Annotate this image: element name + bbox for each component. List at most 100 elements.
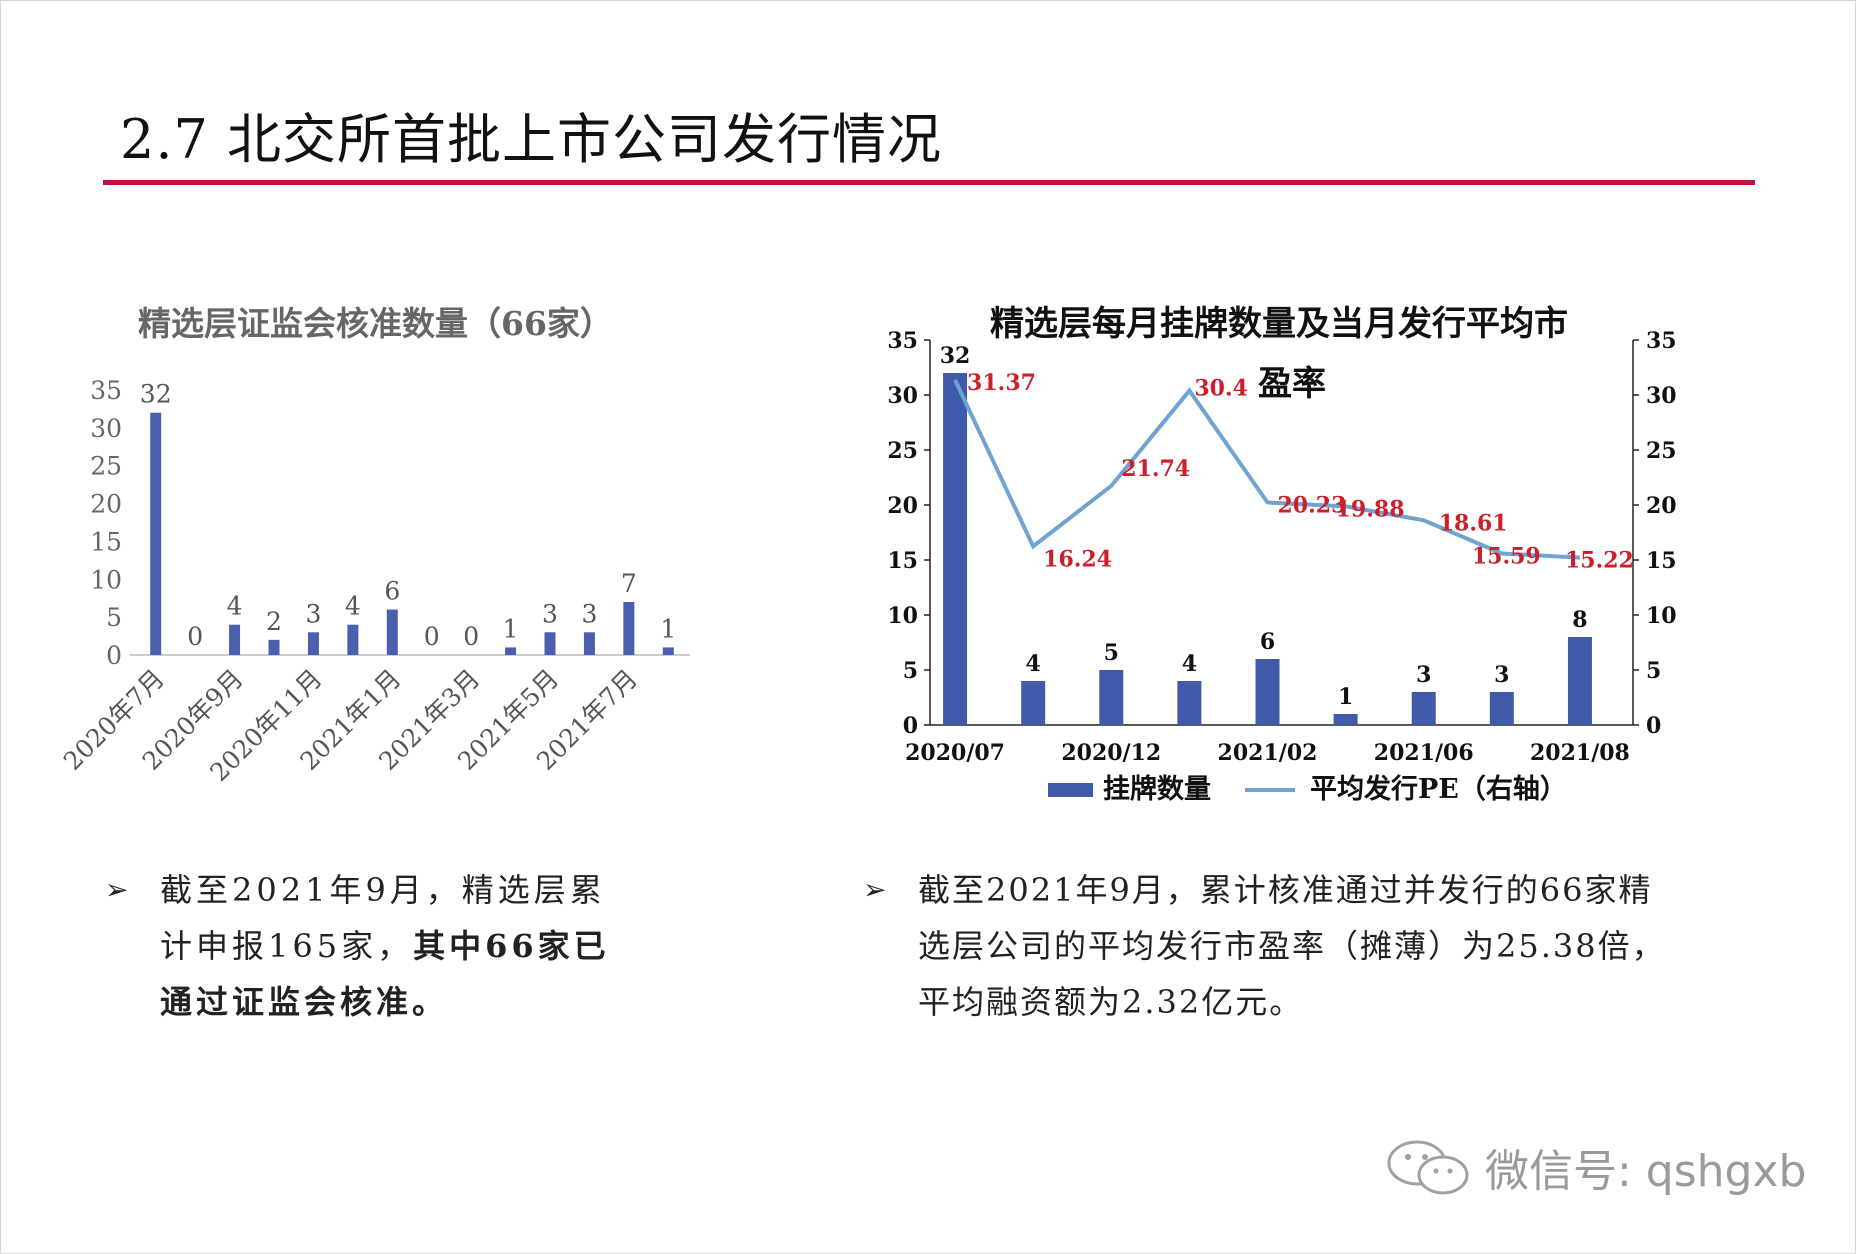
right-bar: [1567, 637, 1592, 725]
bullet-left-line2-plain: 计申报165家，: [160, 927, 414, 965]
left-bar-label: 3: [305, 599, 321, 628]
right-bar: [943, 373, 968, 725]
wechat-icon: [1387, 1140, 1469, 1195]
right-ytick-label-right: 0: [1646, 713, 1661, 739]
bullet-right: ➢ 截至2021年9月，累计核准通过并发行的66家精 选层公司的平均发行市盈率（…: [863, 862, 1733, 1042]
left-ytick-label: 5: [106, 603, 122, 632]
pe-value-label: 16.24: [1043, 546, 1112, 572]
right-bar-label: 1: [1338, 684, 1353, 710]
right-bar-label: 5: [1104, 640, 1119, 666]
bullet-left-line2-bold: 其中66家已: [413, 927, 610, 965]
left-bar-label: 0: [187, 622, 203, 651]
legend-bar-label: 挂牌数量: [1103, 774, 1211, 805]
left-bar: [347, 624, 359, 655]
wechat-watermark: 微信号: qshgxb: [1385, 1135, 1806, 1199]
right-combo-chart: 32 4 5 4 6 1 3 3 8 31.37 16.24 21.74 30.4 20.23 19.88…: [880, 280, 1700, 824]
pe-value-label: 15.59: [1472, 544, 1541, 570]
left-bar: [623, 602, 635, 655]
right-bar-label: 3: [1494, 662, 1509, 688]
right-xtick-label: 2020/12: [1061, 740, 1161, 766]
left-bar-label: 32: [140, 380, 172, 409]
left-ytick-label: 35: [90, 376, 122, 405]
left-bar-label: 4: [227, 592, 243, 621]
left-bar: [662, 647, 674, 655]
left-bar: [386, 609, 398, 655]
left-bar-label: 0: [463, 622, 479, 651]
right-ytick-label-right: 10: [1646, 603, 1677, 629]
pe-value-label: 15.22: [1565, 548, 1634, 574]
right-bar: [1411, 692, 1436, 725]
right-xtick-label: 2020/07: [905, 740, 1005, 766]
left-bar: [268, 639, 280, 655]
right-ytick-label-left: 0: [903, 713, 918, 739]
left-bar: [307, 632, 319, 655]
pe-value-label: 20.23: [1278, 492, 1347, 518]
right-bar-label: 3: [1416, 662, 1431, 688]
right-bar: [1255, 659, 1280, 725]
right-xtick-label: 2021/02: [1218, 740, 1318, 766]
right-ytick-label-left: 5: [903, 658, 918, 684]
bullet-right-line1: 截至2021年9月，累计核准通过并发行的66家精: [918, 871, 1653, 909]
right-ytick-label-right: 15: [1646, 548, 1677, 574]
bullet-left: ➢ 截至2021年9月，精选层累 计申报165家，其中66家已 通过证监会核准。: [105, 862, 665, 1042]
right-bar: [1333, 714, 1358, 725]
pe-line: [953, 379, 1581, 560]
pe-value-label: 21.74: [1121, 456, 1190, 482]
left-bar-label: 3: [542, 599, 558, 628]
left-ytick-label: 25: [90, 452, 122, 481]
pe-value-label: 30.4: [1194, 376, 1248, 402]
right-bar: [1177, 681, 1202, 725]
right-ytick-label-left: 25: [887, 438, 918, 464]
bullet-right-line3: 平均融资额为2.32亿元。: [918, 983, 1304, 1021]
left-bar: [505, 647, 517, 655]
title-rule: [103, 180, 1755, 185]
right-bar-label: 4: [1026, 651, 1041, 677]
right-chart-bg: [880, 280, 1700, 820]
right-bar: [1021, 681, 1046, 725]
right-ytick-label-right: 5: [1646, 658, 1661, 684]
left-bar-label: 6: [384, 577, 400, 606]
bullet-left-line3-bold: 通过证监会核准。: [160, 983, 449, 1021]
left-ytick-label: 15: [90, 527, 122, 556]
bullet-right-line2: 选层公司的平均发行市盈率（摊薄）为25.38倍，: [918, 927, 1666, 965]
left-bar: [150, 412, 162, 655]
left-bar-label: 1: [660, 614, 676, 643]
left-bar: [229, 624, 241, 655]
bullet-marker: ➢: [105, 873, 129, 906]
left-bar: [544, 632, 556, 655]
right-ytick-label-left: 20: [887, 493, 918, 519]
right-chart-title-line1: 精选层每月挂牌数量及当月发行平均市: [990, 304, 1568, 344]
legend-line-label: 平均发行PE（右轴）: [1310, 773, 1567, 805]
right-bar: [1489, 692, 1514, 725]
right-xtick-label: 2021/06: [1374, 740, 1474, 766]
left-bar-label: 0: [424, 622, 440, 651]
right-chart-title-line2: 盈率: [1258, 364, 1326, 404]
right-bar-label: 8: [1572, 607, 1587, 633]
right-chart-svg: 32 4 5 4 6 1 3 3 8 31.37 16.24 21.74 30.4 20.2319.88…: [880, 280, 1700, 820]
right-ytick-label-right: 25: [1646, 438, 1677, 464]
left-bar: [583, 632, 595, 655]
left-bar-chart: 精选层证监会核准数量（66家） 0 5 10 15 20 25 30 35 32 0 4 2 3 4 6 0…: [58, 290, 740, 814]
right-ytick-label-right: 30: [1646, 383, 1677, 409]
legend: 挂牌数量 平均发行PE（右轴）: [1048, 773, 1567, 805]
left-bar-label: 3: [581, 599, 597, 628]
bullet-marker: ➢: [863, 873, 887, 906]
left-chart-title: 精选层证监会核准数量（66家）: [138, 304, 613, 343]
left-bar-label: 1: [503, 614, 519, 643]
watermark-text: 微信号: qshgxb: [1485, 1146, 1807, 1197]
right-ytick-label-left: 15: [887, 548, 918, 574]
right-ytick-label-left: 10: [887, 603, 918, 629]
legend-bar-swatch: [1048, 783, 1093, 797]
pe-value-label: 19.88: [1336, 496, 1405, 522]
left-bar-label: 7: [621, 569, 637, 598]
pe-value-label: 18.61: [1439, 510, 1508, 536]
pe-value-label: 31.37: [967, 370, 1036, 396]
left-ytick-label: 0: [106, 641, 122, 670]
bullet-left-line1: 截至2021年9月，精选层累: [160, 871, 606, 909]
right-bar: [1099, 670, 1124, 725]
right-bar-label: 4: [1182, 651, 1197, 677]
left-ytick-label: 20: [90, 490, 122, 519]
right-ytick-label-right: 20: [1646, 493, 1677, 519]
right-ytick-label-right: 35: [1646, 328, 1677, 354]
